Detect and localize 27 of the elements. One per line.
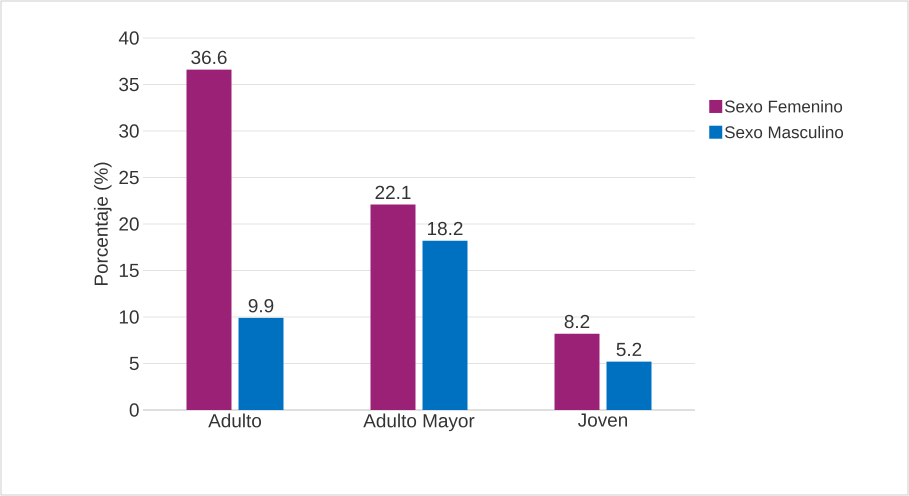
y-tick-label: 40 <box>118 31 139 45</box>
x-tick-label: Adulto Mayor <box>363 414 474 432</box>
y-tick-label: 20 <box>119 217 139 231</box>
bar <box>606 362 652 410</box>
y-tick-label: 35 <box>119 78 139 92</box>
bar <box>186 70 232 410</box>
data-label: 18.2 <box>428 222 462 236</box>
bar <box>370 204 416 410</box>
y-axis-title: Porcentaje (%) <box>94 162 112 286</box>
data-label: 9.9 <box>248 299 274 312</box>
bar <box>554 334 600 410</box>
legend-label: Sexo Masculino <box>724 126 844 138</box>
y-tick-label: 10 <box>120 310 139 324</box>
y-tick-label: 0 <box>130 403 139 417</box>
data-label: 22.1 <box>376 186 410 199</box>
y-tick-label: 15 <box>120 264 139 278</box>
data-label: 8.2 <box>564 314 590 328</box>
y-tick-label: 5 <box>130 356 139 370</box>
y-tick-label: 30 <box>119 124 139 138</box>
x-tick-label: Adulto <box>208 414 262 428</box>
legend-label: Sexo Femenino <box>724 100 842 113</box>
y-tick-label: 25 <box>119 170 139 184</box>
data-label: 5.2 <box>616 342 642 356</box>
x-tick-label: Joven <box>578 414 628 427</box>
bar <box>238 318 284 410</box>
bar <box>422 240 468 410</box>
data-label: 36.6 <box>191 50 227 64</box>
